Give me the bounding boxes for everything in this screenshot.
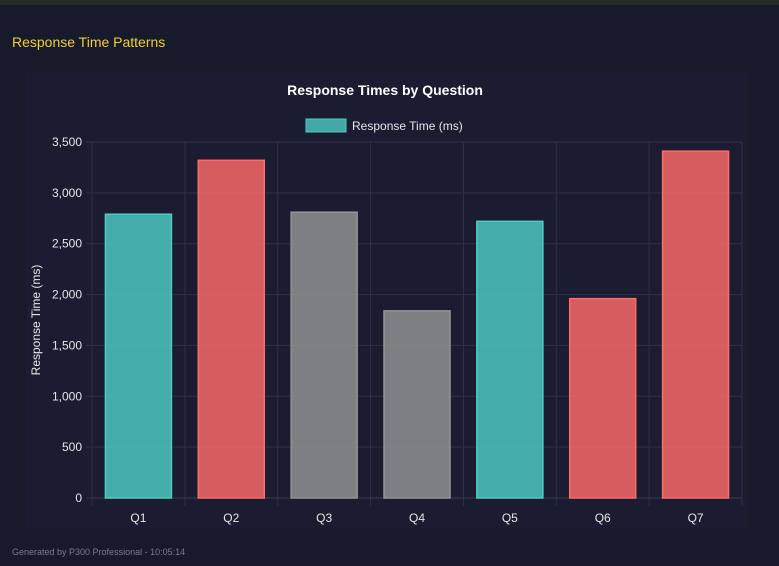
x-tick-label: Q1 [130, 511, 146, 525]
x-tick-label: Q4 [409, 511, 425, 525]
y-tick-label: 3,500 [52, 135, 82, 149]
bar-q5 [476, 220, 544, 499]
legend-swatch [305, 118, 347, 133]
x-tick-label: Q2 [223, 511, 239, 525]
y-tick-label: 500 [62, 440, 82, 454]
top-bar [0, 0, 779, 5]
bar-q7 [661, 150, 730, 499]
x-tick-label: Q5 [502, 511, 518, 525]
y-tick-label: 2,500 [52, 237, 82, 251]
x-tick-label: Q7 [688, 511, 704, 525]
footer-text: Generated by P300 Professional - 10:05:1… [12, 547, 186, 557]
x-tick-label: Q3 [316, 511, 332, 525]
bar-q4 [383, 310, 451, 499]
y-tick-label: 0 [75, 491, 82, 505]
y-tick-label: 1,500 [52, 338, 82, 352]
x-tick-label: Q6 [595, 511, 611, 525]
chart-title: Response Times by Question [287, 82, 483, 98]
y-tick-label: 2,000 [52, 288, 82, 302]
bar-q2 [197, 159, 266, 499]
y-tick-label: 3,000 [52, 186, 82, 200]
legend-label: Response Time (ms) [352, 119, 463, 133]
section-title: Response Time Patterns [12, 34, 166, 50]
bar-q1 [104, 213, 173, 499]
y-axis-label: Response Time (ms) [29, 265, 43, 376]
bar-q6 [568, 297, 637, 499]
bar-q3 [290, 211, 358, 499]
y-tick-label: 1,000 [52, 389, 82, 403]
